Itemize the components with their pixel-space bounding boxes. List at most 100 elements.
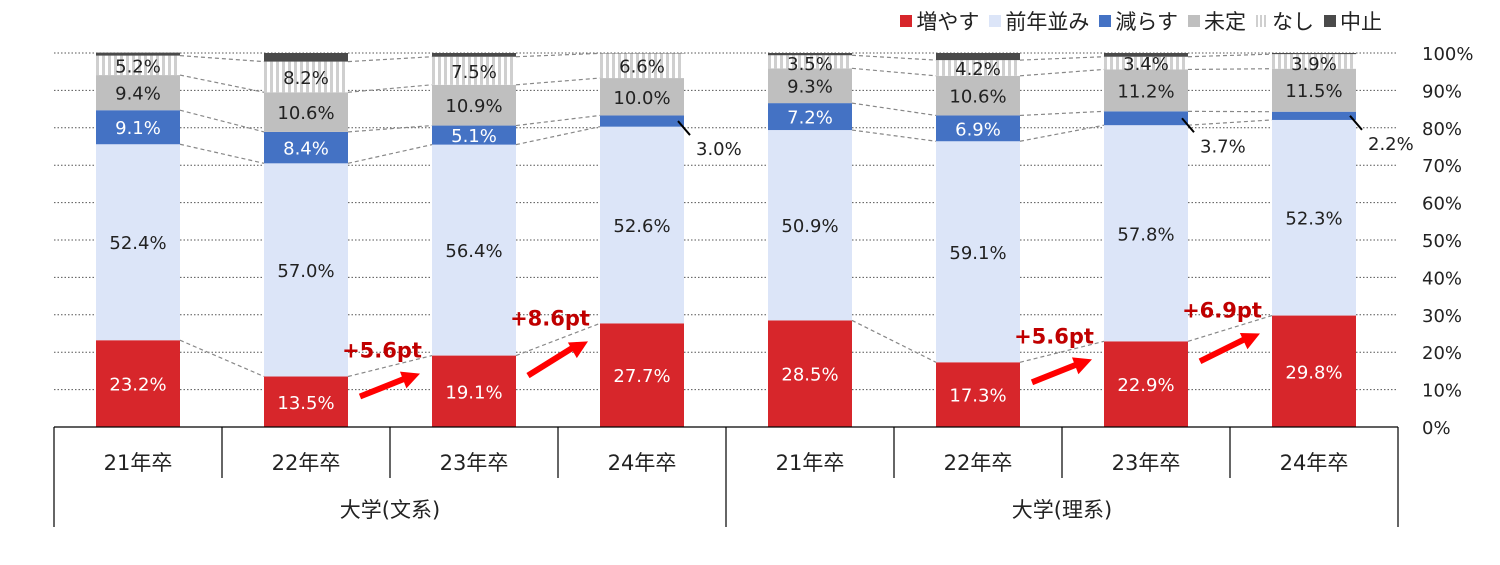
bar-segment [264,92,348,132]
annotation-label: +5.6pt [342,339,422,363]
bar-segment [1104,111,1188,126]
legend-label: 増やす [916,10,980,34]
connector-line [179,109,265,133]
bar-segment [768,320,852,427]
x-category-label: 23年卒 [1112,451,1181,475]
leader-line [1181,117,1195,133]
x-category-label: 24年卒 [1280,451,1349,475]
data-label: 10.6% [949,87,1006,108]
connector-line [1019,68,1105,77]
bar-segment [600,53,684,79]
x-category-label: 23年卒 [440,451,509,475]
bar-segment [96,144,180,341]
x-category-label: 21年卒 [104,451,173,475]
connector-line [851,319,937,363]
connector-line [515,52,601,58]
bar-segment [432,125,516,145]
data-label: 9.3% [787,77,833,98]
y-tick-label: 90% [1422,81,1462,102]
data-label: 11.5% [1285,81,1342,102]
arrow-head [1239,332,1260,350]
bar-segment [1272,315,1356,427]
data-label: 28.5% [781,365,838,386]
connector-line [347,354,433,378]
arrow-head [1071,357,1092,375]
connector-line [515,114,601,127]
annotation-label: +6.9pt [1182,299,1262,323]
legend-label: 未定 [1204,10,1246,34]
data-label: 2.2% [1368,134,1414,155]
data-label: 17.3% [949,386,1006,407]
x-group-label: 大学(文系) [340,498,440,522]
bar-segment [96,55,180,76]
connector-line [179,143,265,164]
legend-item: 減らす [1099,6,1178,36]
y-tick-label: 40% [1422,268,1462,289]
data-label: 3.9% [1291,54,1337,75]
data-label: 52.3% [1285,209,1342,230]
y-tick-label: 70% [1422,156,1462,177]
leader-line [1349,115,1363,131]
legend-item: なし [1256,6,1314,36]
annotation-label: +5.6pt [1014,324,1094,348]
data-label: 5.2% [115,56,161,77]
leader-line [677,120,691,136]
bar-segment [936,362,1020,427]
connector-line [1019,56,1105,61]
connector-line [1187,314,1273,342]
connector-line [347,144,433,164]
bar-segment [1272,119,1356,316]
bar-segment [1104,56,1188,70]
connector-line [1187,53,1273,58]
legend-swatch [1256,15,1268,27]
arrow-line [526,341,580,379]
connector-line [179,74,265,93]
arrow-line [358,373,412,400]
data-label: 9.4% [115,84,161,105]
bar-segment [1272,111,1356,120]
bar-segment [600,126,684,324]
legend-label: なし [1272,10,1314,34]
bar-segment [936,141,1020,363]
connector-line [515,322,601,357]
bar-segment [96,75,180,111]
data-label: 8.2% [283,68,329,89]
bar-segment [1104,53,1188,57]
bar-segment [96,340,180,427]
y-tick-label: 60% [1422,194,1462,215]
data-label: 3.7% [1200,136,1246,157]
x-category-label: 22年卒 [944,451,1013,475]
data-label: 3.5% [787,54,833,75]
bar-segment [432,144,516,356]
legend-label: 中止 [1340,10,1382,34]
bar-segment [936,53,1020,61]
y-tick-label: 10% [1422,381,1462,402]
data-label: 8.4% [283,139,329,160]
legend-swatch [1099,15,1112,27]
connector-line [179,339,265,378]
bar-segment [264,376,348,427]
bar-segment [96,52,180,56]
bar-segment [432,355,516,427]
data-label: 57.8% [1117,224,1174,245]
legend-swatch [1324,15,1336,27]
arrow-head [567,341,588,359]
data-label: 5.1% [451,126,497,147]
bar-segment [1104,341,1188,427]
data-label: 22.9% [1117,375,1174,396]
bar-segment [264,163,348,377]
connector-line [851,102,937,117]
data-label: 27.7% [613,366,670,387]
connector-line [851,129,937,142]
data-label: 10.9% [445,96,502,117]
data-label: 52.4% [109,233,166,254]
bar-segment [96,110,180,145]
bar-segment [1272,54,1356,69]
data-label: 10.0% [613,88,670,109]
bar-segment [264,131,348,164]
data-label: 10.6% [277,103,334,124]
connector-line [1187,68,1273,71]
y-tick-label: 80% [1422,119,1462,140]
y-tick-label: 30% [1422,306,1462,327]
arrow-line [1030,359,1084,386]
